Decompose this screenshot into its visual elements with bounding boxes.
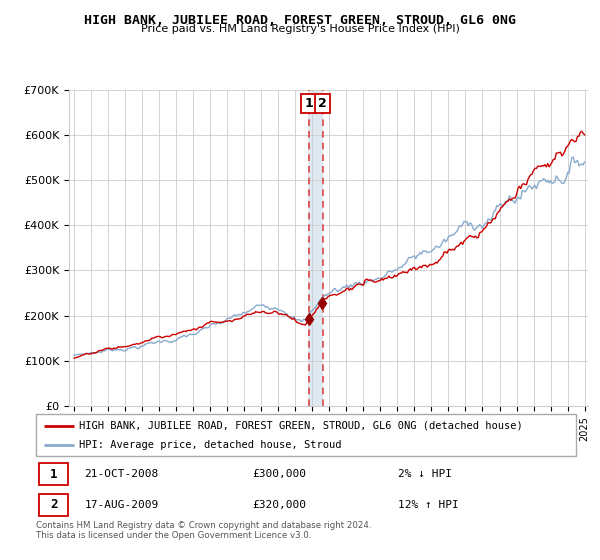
Text: 2: 2 xyxy=(50,498,58,511)
Text: 2% ↓ HPI: 2% ↓ HPI xyxy=(398,469,452,479)
Bar xyxy=(39,494,68,516)
Text: 1: 1 xyxy=(305,97,313,110)
Bar xyxy=(308,90,323,406)
Text: HIGH BANK, JUBILEE ROAD, FOREST GREEN, STROUD, GL6 0NG: HIGH BANK, JUBILEE ROAD, FOREST GREEN, S… xyxy=(84,14,516,27)
Text: 17-AUG-2009: 17-AUG-2009 xyxy=(85,500,159,510)
Text: £320,000: £320,000 xyxy=(252,500,306,510)
Text: 12% ↑ HPI: 12% ↑ HPI xyxy=(398,500,458,510)
Text: Contains HM Land Registry data © Crown copyright and database right 2024.
This d: Contains HM Land Registry data © Crown c… xyxy=(36,521,371,540)
Text: 1: 1 xyxy=(50,468,58,480)
Text: 21-OCT-2008: 21-OCT-2008 xyxy=(85,469,159,479)
Bar xyxy=(39,463,68,485)
Text: £300,000: £300,000 xyxy=(252,469,306,479)
Text: HIGH BANK, JUBILEE ROAD, FOREST GREEN, STROUD, GL6 0NG (detached house): HIGH BANK, JUBILEE ROAD, FOREST GREEN, S… xyxy=(79,421,523,431)
Text: 2: 2 xyxy=(318,97,327,110)
Text: HPI: Average price, detached house, Stroud: HPI: Average price, detached house, Stro… xyxy=(79,440,342,450)
Text: Price paid vs. HM Land Registry's House Price Index (HPI): Price paid vs. HM Land Registry's House … xyxy=(140,24,460,34)
